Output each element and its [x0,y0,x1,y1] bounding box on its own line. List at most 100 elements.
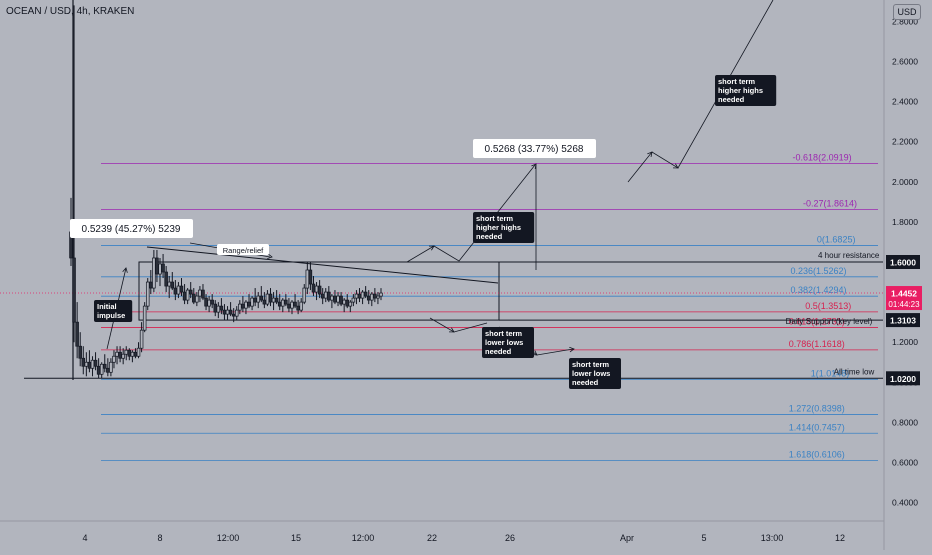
candle-body [342,299,346,305]
annotation-labels: 0.5239 (45.27%) 5239 0.5268 (33.77%) 5268… [70,75,777,389]
resistance-price-tag-bg [886,255,920,269]
lower-lows-note-1-text: lower lows [485,338,523,347]
higher-highs-note-1-text: higher highs [476,223,521,232]
candle-body [142,305,147,331]
candle-body [179,285,184,293]
y-tick-label: 2.6000 [892,57,918,67]
higher-highs-note-1-text: needed [476,232,503,241]
candle-body [192,293,196,303]
candle-body [213,303,218,313]
x-tick-label: Apr [620,533,634,543]
candle-body [259,295,264,301]
candle-body [241,303,245,309]
y-tick-label: 2.8000 [892,16,918,26]
initial-impulse-text: impulse [97,311,125,320]
candle-body [250,297,254,307]
range-relief-arrowhead [267,253,273,259]
candle-body [112,355,116,363]
y-tick-label: 0.8000 [892,417,918,427]
time-axis: 4 8 12:00 15 12:00 22 26 Apr 5 13:00 12 [82,533,845,543]
candle-body [210,299,214,305]
candle-body [357,293,362,299]
candle-body [176,285,181,295]
higher-highs-note-2-text: needed [718,95,745,104]
candle-body [93,359,98,367]
candle-body [130,351,135,357]
candle-body [228,309,233,315]
currency-badge[interactable]: USD [893,4,921,20]
projection-down-1-head [448,327,455,333]
x-tick-label: 26 [505,533,515,543]
candle-body [118,351,122,359]
range-box [138,261,500,321]
range-relief-box [217,244,269,255]
higher-highs-note-1-box [473,212,535,243]
candle-body [302,287,307,303]
candle-body [109,361,113,373]
candle-body [106,367,110,373]
candle-body [336,295,340,303]
fib-level-label: 0.786(1.1618) [789,339,845,349]
candle-body [164,271,168,287]
lower-lows-note-1-box [482,327,534,358]
candle-body [317,285,322,295]
candle-body [324,291,328,299]
candle-body [287,303,291,309]
candle-body [219,305,224,311]
candle-body [281,299,285,307]
measure-label-2: 0.5268 (33.77%) 5268 [485,144,584,155]
candle-body [195,295,199,303]
candle-body [87,361,92,369]
candle-body [222,309,227,315]
candle-body [96,365,101,375]
candle-body [90,359,95,369]
impulse-arrowhead [122,267,128,273]
measure-label-1-box [70,219,193,238]
candle-body [339,295,343,305]
candle-body [311,283,316,293]
current-price-tag-bg [886,286,922,311]
candle-body [155,257,159,275]
candle-body [293,301,297,307]
candle-body [366,295,371,301]
current-price-tag: 1.4452 [891,289,917,299]
candles [69,5,383,379]
candle-body [170,281,175,289]
candle-body [271,297,276,303]
candle-body [262,299,267,305]
lower-lows-note-2-text: needed [572,378,599,387]
candle-body [379,292,383,297]
fib-level-label: -0.618(2.0919) [793,152,852,162]
candle-body [370,293,374,301]
candle-body [290,301,294,309]
candle-body [376,295,380,299]
candle-body [296,305,300,311]
fib-level-label: 1(1.0148) [811,368,850,378]
x-tick-label: 12:00 [217,533,240,543]
candle-body [231,313,236,317]
candle-body [167,281,171,287]
candle-body [78,345,82,359]
candle-body [173,287,178,295]
candle-body [277,301,282,307]
candle-body [373,293,377,299]
x-tick-label: 12:00 [352,533,375,543]
candle-body [333,295,337,303]
candle-body [363,291,368,297]
atl-price-tag: 1.0200 [890,374,916,384]
higher-highs-note-1-text: short term [476,214,513,223]
initial-impulse-box [94,300,133,322]
x-tick-label: 12 [835,533,845,543]
projection-up-2-head-b [672,163,679,169]
candle-body [72,257,76,323]
candle-body [133,351,138,357]
measure-label-1: 0.5239 (45.27%) 5239 [82,224,181,235]
fib-level-label: 1.618(0.6106) [789,449,845,459]
candle-body [253,297,257,303]
candle-body [345,299,349,307]
candle-body [201,289,205,299]
candle-body [320,293,325,299]
support-price-tag-bg [886,313,920,328]
